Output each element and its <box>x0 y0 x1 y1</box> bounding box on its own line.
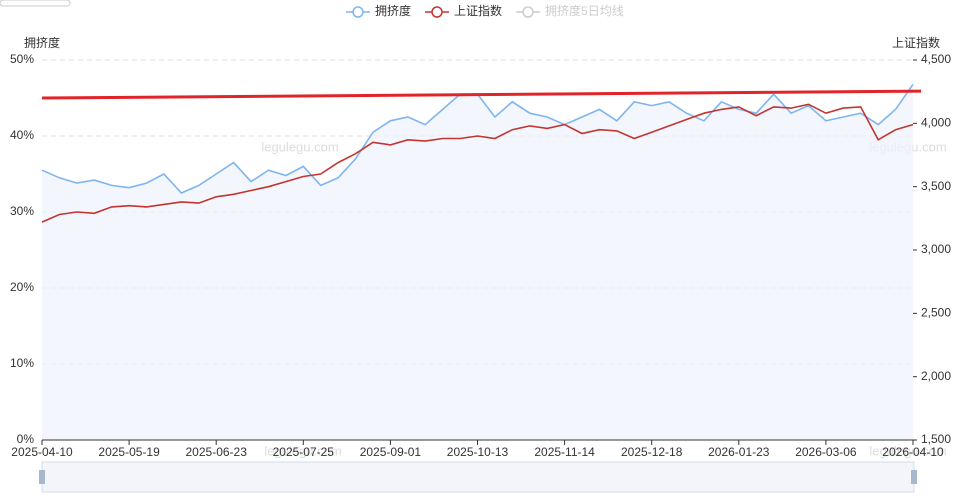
legend-label: 拥挤度5日均线 <box>545 3 624 18</box>
y-axis-title: 拥挤度 <box>24 35 60 50</box>
x-tick-label: 2026-03-06 <box>795 445 857 459</box>
legend-label: 拥挤度 <box>375 3 411 18</box>
watermark: legulegu.com <box>869 443 946 458</box>
legend-icon <box>352 6 364 18</box>
y-tick-label: 0% <box>17 432 35 446</box>
watermark: legulegu.com <box>264 443 341 458</box>
x-tick-label: 2025-04-10 <box>11 445 73 459</box>
x-tick-label: 2025-07-25 <box>273 445 335 459</box>
x-tick-label: 2025-11-14 <box>534 445 595 459</box>
x-tick-label: 2025-09-01 <box>360 445 422 459</box>
y2-tick-label: 4,500 <box>921 52 951 66</box>
line <box>41 103 914 223</box>
y2-tick-label: 2,000 <box>921 369 951 383</box>
legend-icon <box>522 6 534 18</box>
y-tick-label: 30% <box>10 204 34 218</box>
y2-tick-label: 3,000 <box>921 242 951 256</box>
y-tick-label: 40% <box>10 128 34 142</box>
x-tick-label: 2025-06-23 <box>186 445 248 459</box>
zoom-handle[interactable] <box>39 470 45 484</box>
x-tick-label: 2025-12-18 <box>621 445 683 459</box>
y2-axis-title: 上证指数 <box>892 35 940 50</box>
x-tick-label: 2026-01-23 <box>708 445 770 459</box>
y2-tick-label: 3,500 <box>921 179 951 193</box>
y-tick-label: 50% <box>10 52 34 66</box>
y2-tick-label: 4,000 <box>921 116 951 130</box>
area <box>42 84 913 441</box>
legend-icon <box>431 6 443 18</box>
y2-tick-label: 1,500 <box>921 432 951 446</box>
legend-label: 上证指数 <box>454 3 502 18</box>
trend-line <box>41 89 922 100</box>
toolbar-box[interactable] <box>0 0 71 7</box>
x-tick-label: 2025-10-13 <box>447 445 509 459</box>
x-tick-label: 2026-04-10 <box>882 445 944 459</box>
watermark: legulegu.com <box>261 139 338 154</box>
zoom-handle[interactable] <box>911 470 917 484</box>
y-tick-label: 10% <box>10 356 34 370</box>
zoom-slider[interactable] <box>41 461 915 493</box>
x-tick-label: 2025-05-19 <box>98 445 160 459</box>
y-tick-label: 20% <box>10 280 34 294</box>
y2-tick-label: 2,500 <box>921 306 951 320</box>
